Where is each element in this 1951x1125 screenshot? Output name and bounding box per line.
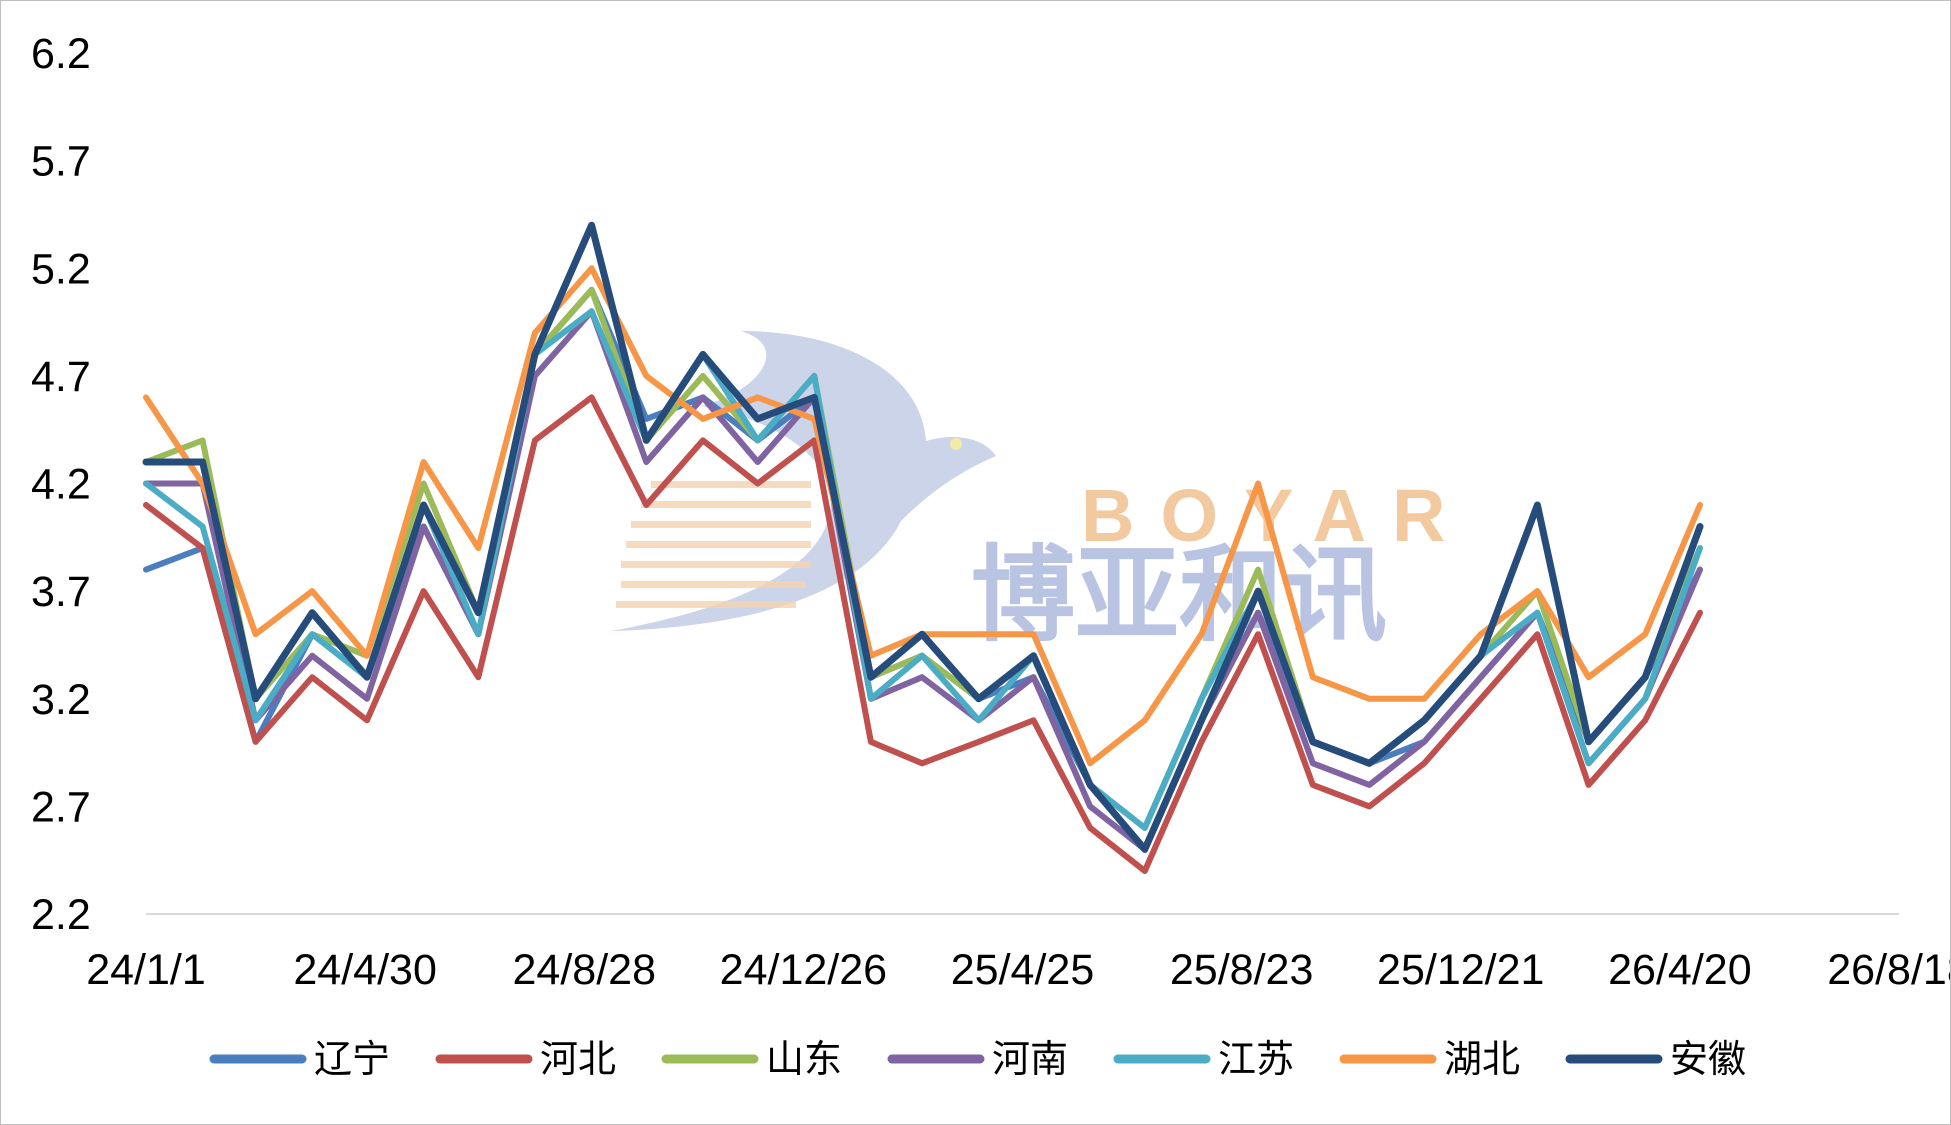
series-line-2 — [143, 394, 1703, 874]
y-axis-ticks: 2.2 2.7 3.2 3.7 4.2 4.7 5.2 5.7 6.2 — [31, 30, 91, 939]
y-tick-label: 2.2 — [31, 891, 91, 939]
y-tick-label: 3.2 — [31, 676, 91, 724]
series-line-4 — [143, 308, 1703, 853]
y-tick-label: 2.7 — [31, 783, 91, 831]
x-tick-label: 24/4/30 — [293, 946, 436, 994]
y-tick-label: 5.7 — [31, 138, 91, 186]
series-line-7 — [142, 221, 1704, 853]
legend: 辽宁 河北 山东 河南 江苏 湖北 安徽 — [209, 1037, 1746, 1081]
y-tick-label: 5.2 — [31, 245, 91, 293]
legend-label: 山东 — [766, 1037, 842, 1081]
watermark-bird-eye — [950, 438, 962, 450]
legend-label: 安徽 — [1670, 1037, 1746, 1081]
series-layer — [142, 221, 1704, 874]
series-line-3 — [143, 286, 1703, 831]
x-tick-label: 26/4/20 — [1608, 946, 1751, 994]
x-tick-label: 24/8/28 — [513, 946, 656, 994]
legend-label: 辽宁 — [314, 1037, 390, 1081]
legend-label: 湖北 — [1444, 1037, 1520, 1081]
x-tick-label: 25/4/25 — [951, 946, 1094, 994]
x-tick-label: 24/12/26 — [720, 946, 887, 994]
legend-label: 江苏 — [1218, 1037, 1294, 1081]
watermark-stripes — [616, 481, 811, 608]
legend-label: 河南 — [992, 1037, 1068, 1081]
watermark-en: BOYAR — [1081, 474, 1471, 557]
series-line-5 — [143, 308, 1703, 831]
x-tick-label: 25/12/21 — [1377, 946, 1544, 994]
x-axis-ticks: 24/1/1 24/4/30 24/8/28 24/12/26 25/4/25 25/8/… — [86, 946, 1950, 994]
x-tick-label: 24/1/1 — [86, 946, 206, 994]
x-tick-label: 25/8/23 — [1170, 946, 1313, 994]
watermark: BOYAR 博亚和讯 — [611, 331, 1471, 656]
y-tick-label: 4.7 — [31, 353, 91, 401]
legend-label: 河北 — [540, 1037, 616, 1081]
x-tick-label: 26/8/18 — [1827, 946, 1950, 994]
watermark-cn: 博亚和讯 — [971, 534, 1387, 656]
y-tick-label: 3.7 — [31, 568, 91, 616]
y-tick-label: 6.2 — [31, 30, 91, 78]
y-tick-label: 4.2 — [31, 461, 91, 509]
